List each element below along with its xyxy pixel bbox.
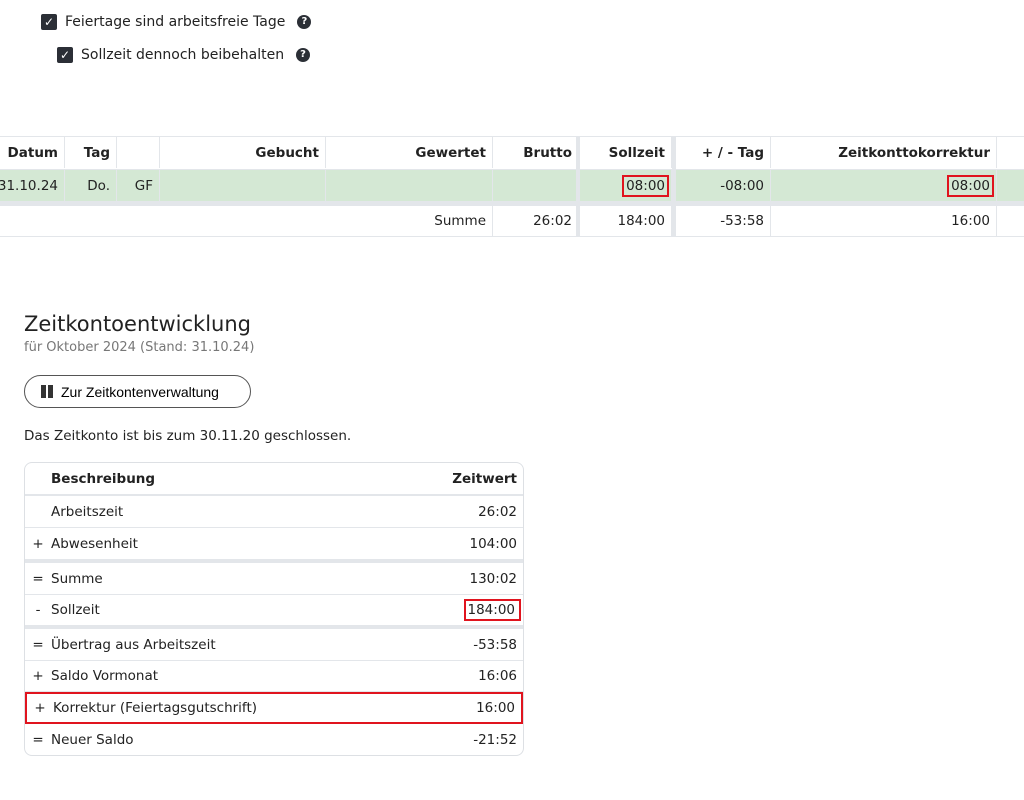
row-desc: Korrektur (Feiertagsgutschrift) (53, 700, 258, 716)
cell-brutto (493, 170, 579, 201)
cell-gewertet (326, 170, 493, 201)
button-label: Zur Zeitkontenverwaltung (61, 383, 219, 400)
zeitkontenverwaltung-button[interactable]: Zur Zeitkontenverwaltung (24, 375, 251, 408)
row-desc: Abwesenheit (51, 535, 138, 552)
row-value: 16:06 (478, 667, 517, 684)
table-row: + Saldo Vormonat 16:06 (25, 660, 523, 692)
row-desc: Übertrag aus Arbeitszeit (51, 636, 216, 653)
table-row: = Summe 130:02 (25, 563, 523, 595)
row-desc: Neuer Saldo (51, 731, 134, 748)
row-value: 26:02 (478, 503, 517, 520)
sum-tag: -53:58 (676, 206, 771, 236)
help-icon[interactable]: ? (297, 15, 312, 29)
col-type (117, 137, 160, 168)
col-sollzeit: Sollzeit (579, 137, 672, 168)
cell-plusminus: -08:00 (676, 170, 771, 201)
check-icon: ✓ (57, 47, 73, 63)
col-beschreibung: Beschreibung (51, 470, 156, 487)
sum-korrektur: 16:00 (771, 206, 997, 236)
table-row-highlighted: + Korrektur (Feiertagsgutschrift) 16:00 (25, 692, 523, 724)
col-gewertet: Gewertet (326, 137, 493, 168)
table-row: Arbeitszeit 26:02 (25, 496, 523, 528)
cell-type: GF (117, 170, 160, 201)
row-value: 104:00 (469, 535, 518, 552)
col-zeitwert: Zeitwert (452, 470, 517, 487)
col-gebucht: Gebucht (160, 137, 326, 168)
table-header: Datum Tag Gebucht Gewertet Brutto Sollze… (0, 136, 1024, 168)
divider (0, 201, 1024, 206)
table-row: - Sollzeit 184:00 (25, 594, 523, 626)
col-korrektur: Zeitkonttokorrektur (771, 137, 997, 168)
sum-brutto: 26:02 (493, 206, 579, 236)
check-icon: ✓ (41, 14, 57, 30)
table-row: + Abwesenheit 104:00 (25, 528, 523, 560)
zeitkonto-table: Beschreibung Zeitwert Arbeitszeit 26:02 + A… (24, 462, 524, 756)
row-value: 16:00 (476, 700, 515, 716)
col-tag: Tag (65, 137, 117, 168)
cell-datum: 31.10.24 (0, 170, 65, 201)
section-subtitle: für Oktober 2024 (Stand: 31.10.24) (24, 340, 255, 355)
col-plusminus: + / - Tag (676, 137, 771, 168)
row-desc: Arbeitszeit (51, 503, 124, 520)
sum-label: Summe (0, 206, 493, 236)
sum-sollzeit: 184:00 (579, 206, 672, 236)
cell-tag: Do. (65, 170, 117, 201)
table-row: = Übertrag aus Arbeitszeit -53:58 (25, 629, 523, 661)
row-value: 184:00 (463, 598, 521, 621)
checkbox-label: Sollzeit dennoch beibehalten (81, 47, 285, 63)
row-desc: Saldo Vormonat (51, 667, 159, 684)
cell-gebucht (160, 170, 326, 201)
section-title: Zeitkontoentwicklung (24, 312, 251, 336)
sum-row: Summe 26:02 184:00 -53:58 16:00 (0, 206, 1024, 237)
help-icon[interactable]: ? (296, 48, 311, 62)
cell-sollzeit: 08:00 (622, 174, 669, 197)
table-header: Beschreibung Zeitwert (25, 463, 523, 495)
divider (672, 136, 676, 237)
checkbox-label: Feiertage sind arbeitsfreie Tage (65, 14, 286, 30)
col-datum: Datum (0, 137, 65, 168)
table-row: = Neuer Saldo -21:52 (25, 724, 523, 755)
binder-icon (41, 385, 53, 398)
feiertage-checkbox[interactable]: ✓ Feiertage sind arbeitsfreie Tage? (41, 14, 312, 30)
closed-note: Das Zeitkonto ist bis zum 30.11.20 gesch… (24, 428, 352, 444)
row-value: -21:52 (473, 731, 517, 748)
sollzeit-checkbox[interactable]: ✓ Sollzeit dennoch beibehalten? (57, 47, 311, 63)
col-brutto: Brutto (493, 137, 579, 168)
row-desc: Summe (51, 570, 103, 587)
row-value: -53:58 (473, 636, 517, 653)
divider (576, 136, 580, 237)
table-row[interactable]: 31.10.24 Do. GF 08:00 -08:00 08:00 (0, 169, 1024, 201)
row-desc: Sollzeit (51, 601, 100, 618)
cell-korrektur: 08:00 (947, 174, 994, 197)
row-value: 130:02 (469, 570, 518, 587)
